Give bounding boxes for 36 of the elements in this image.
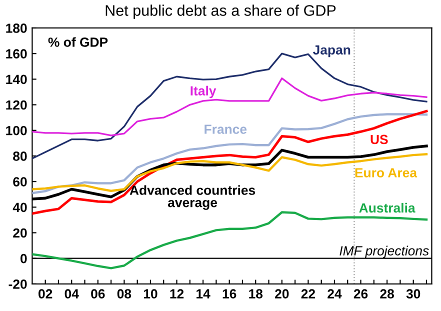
series-label: Japan <box>312 45 350 58</box>
series-label: US <box>370 134 388 144</box>
x-tick-label: 12 <box>170 289 184 298</box>
y-tick-label: 60 <box>13 177 27 186</box>
series-label: Italy <box>190 86 216 98</box>
y-tick-label: 140 <box>6 74 27 84</box>
series-label: France <box>204 124 247 134</box>
y-tick-label: 120 <box>6 100 27 110</box>
y-tick-label: 0 <box>20 254 27 264</box>
x-tick-label: 18 <box>249 289 263 298</box>
x-tick-label: 16 <box>222 289 236 298</box>
y-tick-label: 160 <box>6 49 27 58</box>
x-tick-label: 06 <box>91 289 105 298</box>
x-tick-label: 10 <box>144 289 158 298</box>
x-tick-label: 20 <box>275 289 289 298</box>
x-tick-label: 24 <box>328 289 342 298</box>
annotation: % of GDP <box>48 37 108 47</box>
y-tick-label: 80 <box>13 152 27 161</box>
y-tick-label: 40 <box>12 202 27 212</box>
series-label: Euro Area <box>355 168 418 178</box>
x-tick-label: 30 <box>406 289 420 299</box>
x-tick-label: 02 <box>38 289 52 298</box>
x-tick-label: 26 <box>354 289 368 298</box>
y-tick-label: 100 <box>6 126 27 136</box>
x-tick-label: 08 <box>117 289 132 298</box>
x-tick-label: 04 <box>64 289 79 298</box>
x-tick-label: 22 <box>301 289 316 298</box>
y-tick-label: 180 <box>6 24 27 33</box>
y-tick-label: -20 <box>8 280 27 289</box>
series-label: Australia <box>359 202 416 213</box>
y-tick-label: 20 <box>13 228 27 238</box>
x-tick-label: 14 <box>196 289 210 298</box>
annotation: IMF projections <box>340 246 429 258</box>
chart-title: Net public debt as a share of GDP <box>106 4 336 19</box>
x-tick-label: 28 <box>380 289 394 298</box>
series-label: Advanced countries average <box>130 185 256 210</box>
